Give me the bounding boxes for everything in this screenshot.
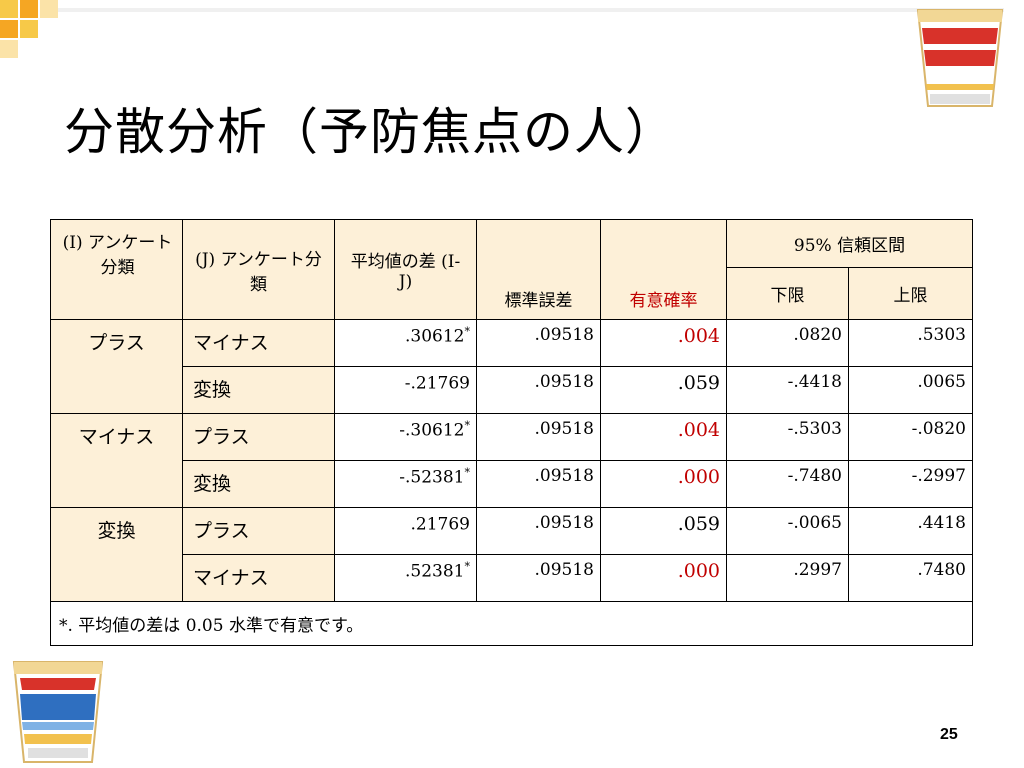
row-ci-upper: .4418 bbox=[848, 507, 973, 555]
mean-diff-value: -.52381 bbox=[399, 467, 465, 488]
row-ci-lower: -.0065 bbox=[726, 507, 849, 555]
table-row: 変換 -.21769 .09518.059 -.4418.0065 bbox=[51, 366, 973, 414]
row-significance: .000 bbox=[600, 554, 727, 602]
row-std-err: .09518 bbox=[476, 507, 601, 555]
table-row: プラス マイナス .30612* .09518.004.0820.5303 bbox=[50, 319, 973, 414]
header-ci-lower: 下限 bbox=[726, 267, 849, 320]
row-ci-upper: -.0820 bbox=[848, 413, 973, 461]
header-mean-diff: 平均値の差 (I-J) bbox=[334, 219, 477, 320]
row-j-group: 変換 bbox=[182, 366, 335, 414]
significance-star: * bbox=[464, 466, 471, 479]
row-mean-diff: .21769 bbox=[334, 507, 477, 555]
row-significance: .000 bbox=[600, 460, 727, 508]
row-significance: .004 bbox=[600, 319, 727, 367]
row-ci-upper: .5303 bbox=[848, 319, 973, 367]
table-row: マイナス プラス -.30612* .09518.004 -.5303 -.0820 bbox=[50, 413, 973, 508]
row-j-group: マイナス bbox=[182, 319, 335, 367]
row-std-err: .09518 bbox=[476, 366, 601, 414]
row-significance: .059 bbox=[600, 507, 727, 555]
slide-title: 分散分析（予防焦点の人） bbox=[64, 103, 676, 161]
mean-diff-value: .52381 bbox=[405, 561, 465, 582]
row-ci-upper: .7480 bbox=[848, 554, 973, 602]
row-std-err: .09518 bbox=[476, 554, 601, 602]
table-footnote: *. 平均値の差は 0.05 水準で有意です。 bbox=[50, 601, 973, 646]
header-i-group: (I) アンケート分類 bbox=[50, 219, 183, 320]
row-i-group: マイナス bbox=[50, 413, 183, 508]
row-ci-lower: -.7480 bbox=[726, 460, 849, 508]
row-ci-lower: -.4418 bbox=[726, 366, 849, 414]
mean-diff-value: .21769 bbox=[410, 514, 470, 535]
row-std-err: .09518 bbox=[476, 413, 601, 461]
row-ci-lower: -.5303 bbox=[726, 413, 849, 461]
row-j-group: マイナス bbox=[182, 554, 335, 602]
mean-diff-value: -.21769 bbox=[404, 373, 470, 394]
row-ci-lower: .2997 bbox=[726, 554, 849, 602]
row-significance: .059 bbox=[600, 366, 727, 414]
row-j-group: プラス bbox=[182, 507, 335, 555]
row-std-err: .09518 bbox=[476, 460, 601, 508]
row-mean-diff: -.21769 bbox=[334, 366, 477, 414]
row-mean-diff: .52381* bbox=[334, 554, 477, 602]
mean-diff-value: .30612 bbox=[405, 326, 465, 347]
row-j-group: プラス bbox=[182, 413, 335, 461]
header-significance: 有意確率 bbox=[600, 219, 727, 320]
table-row: 変換 プラス .21769 .09518.059 -.0065.4418 bbox=[50, 507, 973, 602]
table-row: マイナス .52381* .09518.000.2997.7480 bbox=[51, 554, 973, 602]
row-i-group: 変換 bbox=[50, 507, 183, 602]
significance-star: * bbox=[464, 419, 471, 432]
header-ci: 95% 信頼区間 bbox=[726, 219, 973, 268]
mean-diff-value: -.30612 bbox=[399, 420, 465, 441]
row-mean-diff: -.30612* bbox=[334, 413, 477, 461]
seafood-noodle-logo bbox=[12, 661, 104, 763]
row-std-err: .09518 bbox=[476, 319, 601, 367]
significance-star: * bbox=[464, 560, 471, 573]
header-std-err: 標準誤差 bbox=[476, 219, 601, 320]
row-ci-upper: -.2997 bbox=[848, 460, 973, 508]
header-ci-upper: 上限 bbox=[848, 267, 973, 320]
significance-star: * bbox=[464, 325, 471, 338]
row-mean-diff: -.52381* bbox=[334, 460, 477, 508]
row-ci-lower: .0820 bbox=[726, 319, 849, 367]
row-ci-upper: .0065 bbox=[848, 366, 973, 414]
row-i-group: プラス bbox=[50, 319, 183, 414]
row-j-group: 変換 bbox=[182, 460, 335, 508]
header-j-group: (J) アンケート分類 bbox=[182, 219, 335, 320]
row-significance: .004 bbox=[600, 413, 727, 461]
table-row: 変換 -.52381* .09518.000 -.7480 -.2997 bbox=[51, 460, 973, 508]
cup-noodle-logo bbox=[916, 9, 1004, 107]
page-number: 25 bbox=[940, 726, 958, 743]
title-divider bbox=[58, 8, 1004, 12]
anova-table: (I) アンケート分類 (J) アンケート分類 平均値の差 (I-J) 標準誤差… bbox=[50, 219, 973, 646]
row-mean-diff: .30612* bbox=[334, 319, 477, 367]
corner-decoration bbox=[0, 0, 80, 60]
